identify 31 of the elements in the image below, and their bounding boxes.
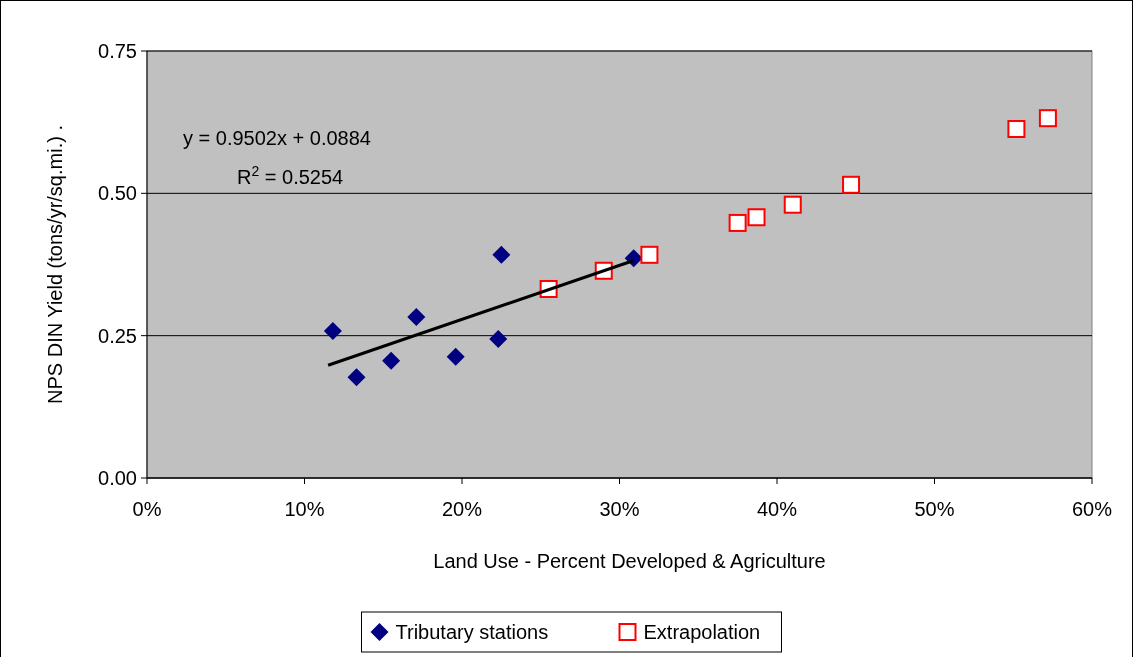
point xyxy=(728,213,747,232)
point xyxy=(347,368,366,387)
legend-label: Tributary stations xyxy=(395,621,549,643)
point xyxy=(446,347,465,366)
point xyxy=(783,195,802,214)
y-tick-label: 0.50 xyxy=(98,182,137,205)
y-axis-title: NPS DIN Yield (tons/yr/sq.mi.) . xyxy=(44,125,66,404)
y-tick-label: 0.00 xyxy=(98,467,137,489)
x-tick-label: 10% xyxy=(284,498,325,520)
point xyxy=(640,245,659,264)
point xyxy=(747,208,766,227)
x-tick-label: 0% xyxy=(132,498,162,520)
x-tick-label: 20% xyxy=(441,498,483,520)
point xyxy=(1038,109,1057,128)
point xyxy=(1007,120,1026,138)
point xyxy=(407,307,426,326)
y-tick-label: 0.25 xyxy=(98,324,137,347)
x-tick-label: 30% xyxy=(599,498,640,520)
x-tick-label: 60% xyxy=(1071,498,1113,520)
point xyxy=(323,322,342,341)
annotation: R$^{2}$ = 0.5254 xyxy=(237,163,344,188)
x-tick-label: 50% xyxy=(914,498,955,520)
legend-label: Extrapolation xyxy=(643,621,761,643)
annotation: y = 0.9502x + 0.0884 xyxy=(183,127,371,149)
y-tick-label: 0.75 xyxy=(98,40,137,62)
point xyxy=(489,330,508,349)
point xyxy=(382,351,401,370)
x-axis-title: Land Use - Percent Developed & Agriculture xyxy=(433,550,826,572)
point xyxy=(842,175,861,194)
point xyxy=(492,245,511,264)
x-tick-label: 40% xyxy=(756,498,798,520)
